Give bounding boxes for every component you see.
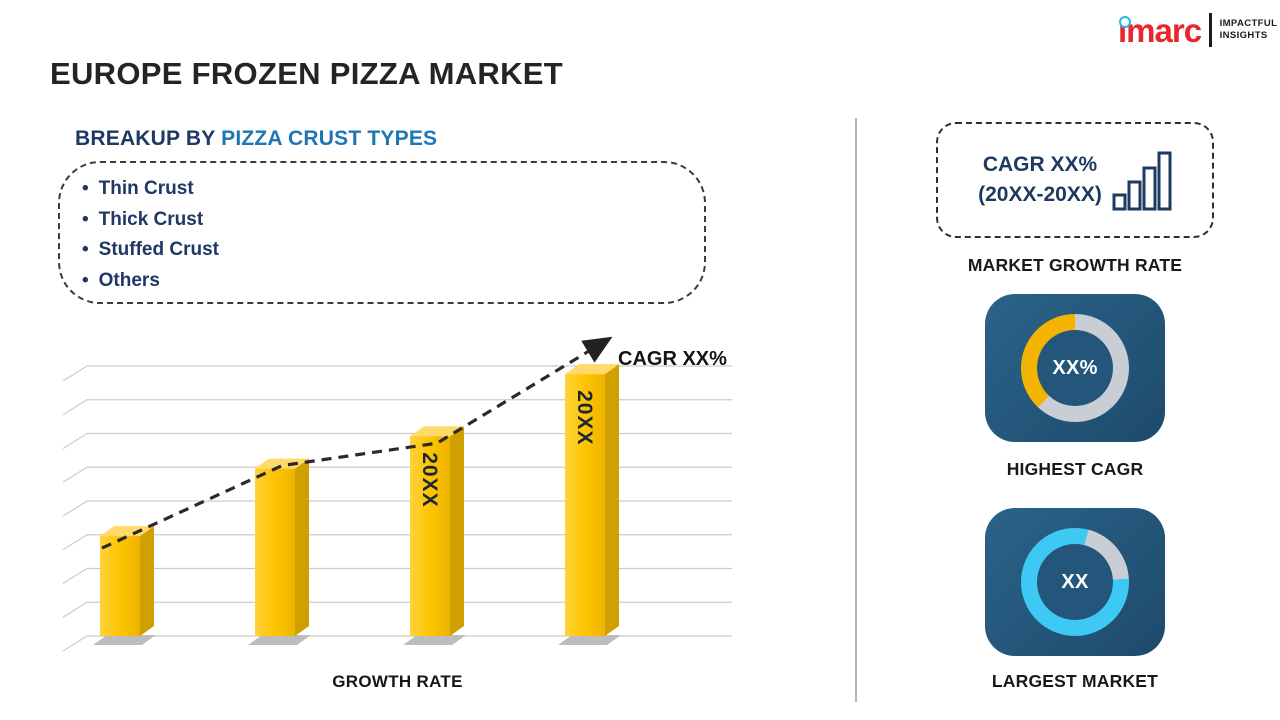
imarc-logo: imarc IMPACTFUL INSIGHTS xyxy=(1118,13,1277,47)
gridline xyxy=(62,500,732,517)
largest-market-tile: XX xyxy=(985,508,1165,656)
chart-x-axis-label: GROWTH RATE xyxy=(332,672,463,691)
gridline xyxy=(62,635,732,652)
section-heading: BREAKUP BY PIZZA CRUST TYPES xyxy=(75,127,437,151)
chart-bars: 20XX 20XX xyxy=(93,364,621,645)
gridline xyxy=(62,567,732,585)
bar-front-face xyxy=(255,468,295,636)
bar-chart-icon xyxy=(1112,151,1172,211)
logo-divider xyxy=(1209,13,1212,47)
largest-market-label: LARGEST MARKET xyxy=(991,671,1159,691)
gridline xyxy=(62,534,732,551)
bar-side-face xyxy=(605,364,619,636)
vertical-divider xyxy=(855,118,857,702)
page-title: EUROPE FROZEN PIZZA MARKET xyxy=(50,56,563,91)
logo-tagline-line2: INSIGHTS xyxy=(1219,30,1268,41)
cagr-card-line2: (20XX-20XX) xyxy=(978,183,1102,206)
bar-front-face xyxy=(100,536,140,636)
imarc-brand-text: imarc xyxy=(1118,11,1202,49)
market-growth-rate-card: CAGR XX% (20XX-20XX) xyxy=(936,122,1214,238)
highest-cagr-value: XX% xyxy=(1037,330,1113,406)
growth-bar-chart: 20XX 20XX CAGR XX% xyxy=(60,336,735,666)
bar-front-face xyxy=(565,374,605,636)
bar-front-face xyxy=(410,436,450,636)
bar-year-label: 20XX xyxy=(418,452,441,507)
bar-year-label: 20XX xyxy=(573,390,596,445)
bar-side-face xyxy=(450,426,464,636)
cagr-annotation: CAGR XX% xyxy=(618,348,727,370)
bar-top-face xyxy=(565,364,619,375)
market-growth-rate-label: MARKET GROWTH RATE xyxy=(967,255,1183,275)
crust-type-item: Stuffed Crust xyxy=(82,235,704,266)
bar-top-face xyxy=(255,458,309,469)
trend-arrow xyxy=(101,336,613,550)
donut-chart-largest-market: XX xyxy=(1021,528,1129,636)
largest-market-value: XX xyxy=(1037,544,1113,620)
gridline xyxy=(62,601,732,618)
imarc-brand: imarc xyxy=(1118,11,1202,49)
bar-top-face xyxy=(100,526,154,537)
gridline xyxy=(62,432,732,450)
bar-side-face xyxy=(140,526,154,636)
logo-tagline: IMPACTFUL INSIGHTS xyxy=(1220,18,1278,43)
section-heading-highlight: PIZZA CRUST TYPES xyxy=(221,127,438,150)
cagr-card-line1: CAGR XX% xyxy=(982,152,1098,176)
gridline xyxy=(62,365,732,382)
bar-floor-shadow xyxy=(93,635,156,645)
section-heading-prefix: BREAKUP BY xyxy=(75,127,222,150)
bar-floor-shadow xyxy=(248,635,311,645)
donut-chart-highest-cagr: XX% xyxy=(1021,314,1129,422)
crust-type-item: Others xyxy=(82,266,704,297)
magnifier-icon xyxy=(1119,15,1131,28)
crust-type-item: Thin Crust xyxy=(82,174,704,205)
highest-cagr-label: HIGHEST CAGR xyxy=(1006,459,1144,479)
bar-floor-shadow xyxy=(558,635,621,645)
bar-chart-svg: 20XX 20XX CAGR XX% xyxy=(62,336,732,652)
cagr-card-text: CAGR XX% (20XX-20XX) xyxy=(978,150,1102,211)
crust-types-list: Thin Crust Thick Crust Stuffed Crust Oth… xyxy=(60,163,704,296)
crust-types-box: Thin Crust Thick Crust Stuffed Crust Oth… xyxy=(58,161,706,304)
bar-top-face xyxy=(410,426,464,437)
gridline xyxy=(62,399,732,416)
gridline xyxy=(62,466,732,483)
highest-cagr-tile: XX% xyxy=(985,294,1165,442)
bar-side-face xyxy=(295,458,309,636)
crust-type-item: Thick Crust xyxy=(82,205,704,236)
chart-gridlines xyxy=(62,365,732,652)
bar-floor-shadow xyxy=(403,635,466,645)
logo-tagline-line1: IMPACTFUL xyxy=(1219,17,1278,29)
